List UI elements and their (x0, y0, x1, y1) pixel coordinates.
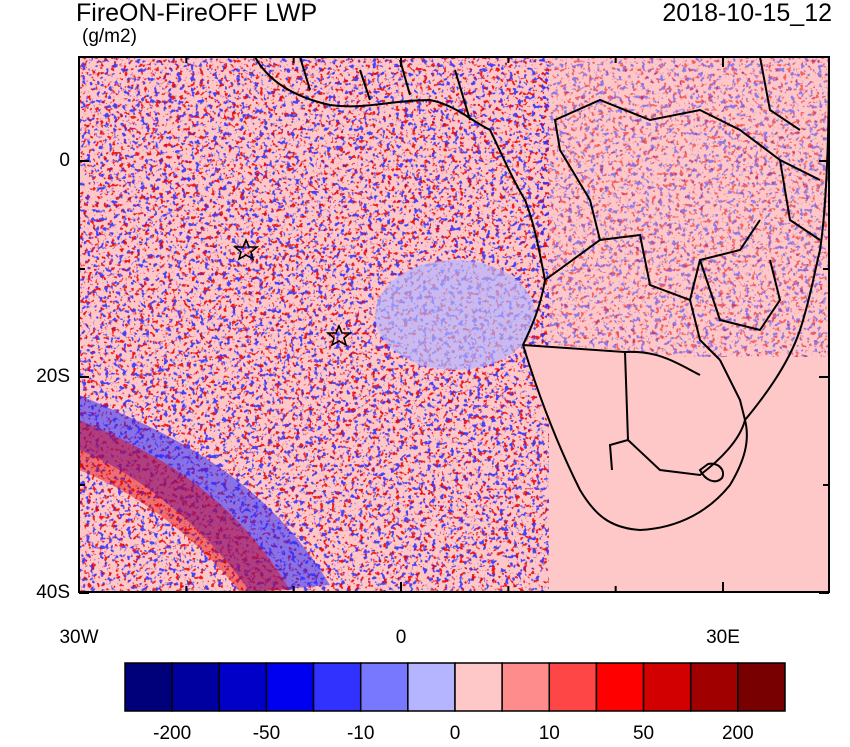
colorbar-swatch (218, 662, 268, 712)
colorbar-swatch (124, 662, 173, 712)
colorbar-label: -50 (252, 723, 281, 744)
southern-africa-clear-area (525, 345, 745, 531)
lwp-field (79, 57, 829, 592)
land-positive-speckle (540, 57, 829, 357)
lat-tick-label: 20S (36, 366, 70, 387)
colorbar-swatch (595, 662, 645, 712)
colorbar-swatch (454, 662, 503, 712)
angola-zambia-border (544, 219, 761, 302)
caprivi-border (624, 350, 701, 376)
frontal-band-red (79, 420, 290, 592)
mozambique-border (719, 359, 746, 421)
colorbar-swatch (359, 662, 409, 712)
colorbar-swatch (171, 662, 221, 712)
colorbar-label: 200 (721, 723, 754, 744)
lon-tick-label: 30E (706, 627, 740, 648)
south-africa-border (627, 419, 746, 477)
colorbar (124, 662, 786, 712)
congo-border (553, 98, 821, 241)
colorbar-label: 0 (449, 723, 461, 744)
colorbar-label: -10 (346, 723, 375, 744)
colorbar-swatch (501, 662, 551, 712)
colorbar-swatch (265, 662, 315, 712)
colorbar-swatch (689, 662, 739, 712)
lon-tick-label: 0 (395, 627, 407, 648)
datetime-label: 2018-10-15_12 (662, 0, 832, 27)
east-africa-borders (759, 57, 821, 241)
colorbar-label: 50 (632, 723, 655, 744)
lat-tick-label: 0 (59, 150, 70, 171)
frontal-band-blue (79, 395, 330, 592)
star-marker-north (232, 237, 260, 261)
colorbar-label: 10 (538, 723, 560, 744)
colorbar-label: -200 (153, 723, 192, 744)
lesotho-border (698, 462, 724, 483)
units-label: (g/m2) (82, 26, 137, 47)
lat-tick-label: 40S (36, 582, 70, 603)
light-blue-patch (375, 260, 535, 370)
zimbabwe-mozambique-border (699, 259, 782, 332)
lon-tick-label: 30W (59, 627, 99, 648)
colorbar-swatch (312, 662, 362, 712)
star-marker-south (325, 323, 353, 347)
colorbar-swatch (642, 662, 692, 712)
west-africa-borders (299, 57, 471, 121)
colorbar-swatch (548, 662, 598, 712)
botswana-border (689, 299, 721, 361)
axis-ticks (78, 57, 829, 594)
map-title: FireON-FireOFF LWP (76, 0, 318, 27)
map-frame (78, 56, 830, 593)
colorbar-swatch (407, 662, 456, 712)
coastline (254, 57, 829, 532)
colorbar-swatch (737, 662, 786, 712)
